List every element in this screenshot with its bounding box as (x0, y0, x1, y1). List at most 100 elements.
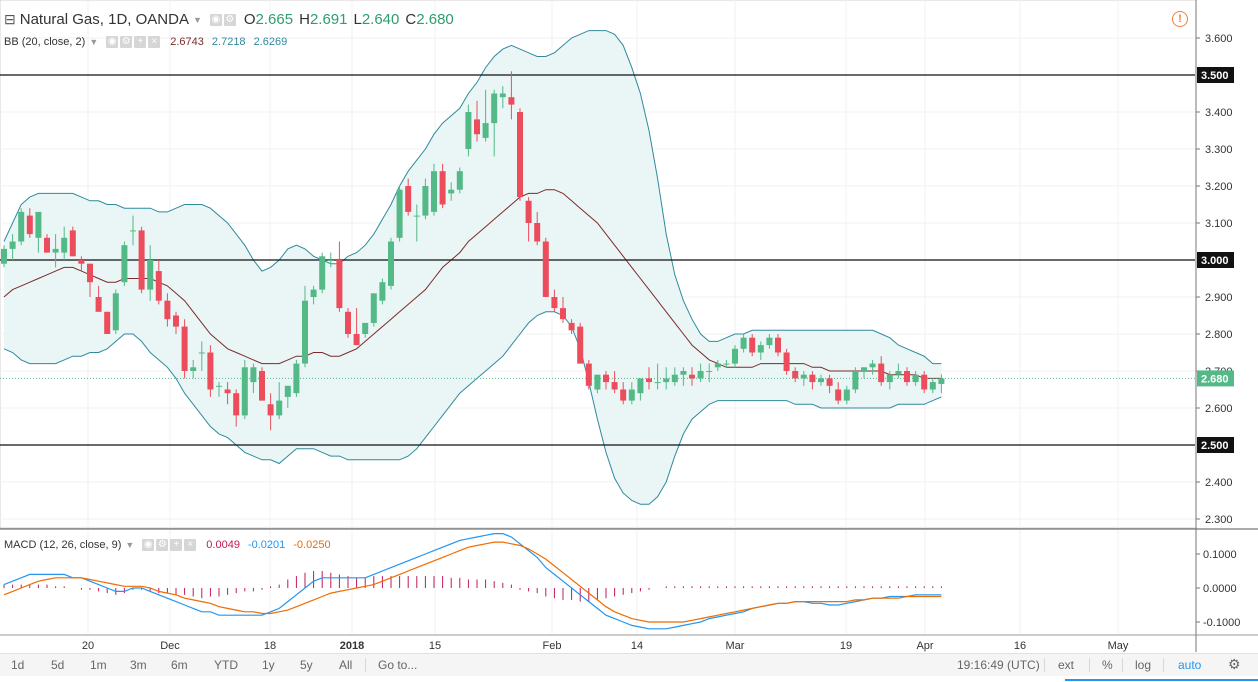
price-tick-label: 2.300 (1205, 514, 1233, 526)
candle-body (259, 371, 265, 401)
candle-body (706, 371, 713, 372)
candle-body (886, 374, 893, 383)
eye-icon[interactable]: ◉ (209, 13, 222, 26)
range-ytd-button[interactable]: YTD (214, 658, 238, 672)
candle-body (542, 241, 549, 297)
candle-body (852, 371, 859, 390)
candle-body (921, 374, 928, 390)
eye-icon[interactable]: ◉ (106, 36, 119, 48)
candle-body (628, 389, 635, 401)
candle-body (130, 230, 136, 232)
candle-body (792, 371, 799, 379)
range-1m-button[interactable]: 1m (90, 658, 107, 672)
candle-body (456, 171, 463, 190)
candle-body (422, 186, 429, 216)
range-1y-button[interactable]: 1y (262, 658, 275, 672)
eye-icon[interactable]: ◉ (142, 539, 155, 551)
candle-body (517, 112, 523, 198)
candle-body (723, 363, 730, 365)
gear-icon[interactable]: ⚙ (156, 539, 169, 551)
candle-body (775, 337, 781, 353)
time-tick-label: May (1108, 640, 1129, 652)
candle-body (26, 215, 33, 235)
candle-body (680, 371, 687, 375)
candle-body (757, 345, 764, 353)
candle-body (104, 311, 111, 334)
log-button[interactable]: log (1135, 658, 1152, 672)
candle-body (826, 378, 833, 386)
candle-body (413, 215, 420, 217)
candle-body (216, 385, 222, 387)
candle-body (310, 289, 317, 297)
clock-readout[interactable]: 19:16:49 (UTC) (957, 658, 1040, 672)
candle-body (379, 282, 386, 301)
goto-button[interactable]: Go to... (378, 658, 418, 672)
candle-body (843, 389, 850, 401)
price-axis[interactable]: 3.6003.4003.3003.2003.1002.9002.8002.700… (1196, 33, 1240, 629)
range-5d-button[interactable]: 5d (51, 658, 65, 672)
candle-body (654, 382, 661, 384)
candle-body (551, 297, 558, 309)
range-5y-button[interactable]: 5y (300, 658, 313, 672)
chevron-down-icon[interactable]: ▼ (192, 14, 202, 25)
level-tag (1197, 67, 1234, 83)
candle-body (121, 245, 128, 283)
candle-body (499, 93, 506, 98)
collapse-icon[interactable]: ⊟ (4, 11, 16, 27)
candle-body (620, 389, 627, 401)
candle-body (861, 367, 867, 371)
auto-button[interactable]: auto (1178, 658, 1202, 672)
range-6m-button[interactable]: 6m (171, 658, 188, 672)
level-tag-label: 2.500 (1201, 440, 1229, 452)
range-all-button[interactable]: All (339, 658, 353, 672)
candle-body (938, 378, 945, 384)
toolbar-divider (365, 658, 366, 672)
price-tick-label: 3.600 (1205, 33, 1233, 45)
candle-body (800, 374, 807, 379)
macd-label[interactable]: MACD (12, 26, close, 9) (4, 539, 122, 551)
plus-icon[interactable]: + (134, 36, 147, 48)
range-3m-button[interactable]: 3m (130, 658, 147, 672)
time-tick-label: Mar (726, 640, 745, 652)
candle-body (749, 337, 756, 353)
bb-label[interactable]: BB (20, close, 2) (4, 36, 86, 48)
price-tick-label: 3.100 (1205, 218, 1233, 230)
range-1d-button[interactable]: 1d (11, 658, 25, 672)
percent-button[interactable]: % (1102, 658, 1113, 672)
macd-line-value: -0.0201 (247, 539, 286, 551)
candle-body (87, 263, 93, 283)
close-icon[interactable]: × (184, 539, 197, 551)
chevron-down-icon[interactable]: ▼ (125, 540, 135, 550)
candle-body (818, 378, 824, 383)
candle-body (353, 334, 360, 346)
candle-body (276, 400, 283, 416)
candle-body (224, 389, 231, 394)
time-axis[interactable]: 20 Dec 18 2018 15 Feb 14 Mar 19 Apr 16 May (82, 640, 1129, 652)
macd-legend: MACD (12, 26, close, 9) ▼ ◉ ⚙ + × 0.0049… (4, 539, 331, 551)
chevron-down-icon[interactable]: ▼ (89, 37, 99, 47)
candle-body (534, 223, 541, 242)
macd-tick-label: 0.0000 (1203, 583, 1237, 595)
candle-body (904, 371, 910, 383)
time-tick-label: 19 (840, 640, 852, 652)
candle-body (95, 297, 102, 312)
candle-body (78, 260, 85, 264)
plus-icon[interactable]: + (170, 539, 183, 551)
gear-icon[interactable]: ⚙ (1228, 656, 1241, 672)
candle-body (147, 260, 154, 290)
warning-icon[interactable]: ! (1172, 11, 1188, 27)
gear-icon[interactable]: ⚙ (120, 36, 133, 48)
candle-body (929, 382, 936, 390)
close-icon[interactable]: × (148, 36, 161, 48)
candle-body (912, 374, 919, 383)
candle-body (869, 363, 876, 368)
candle-body (362, 322, 369, 334)
symbol-legend: ⊟ Natural Gas, 1D, OANDA ▼ ◉ ⚙ O 2.665 H… (4, 11, 454, 28)
candle-body (396, 189, 403, 238)
symbol-title[interactable]: Natural Gas, 1D, OANDA (19, 11, 189, 28)
gear-icon[interactable]: ⚙ (223, 13, 236, 26)
time-tick-label: 16 (1014, 640, 1026, 652)
level-tag (1197, 252, 1234, 268)
ext-button[interactable]: ext (1058, 658, 1075, 672)
